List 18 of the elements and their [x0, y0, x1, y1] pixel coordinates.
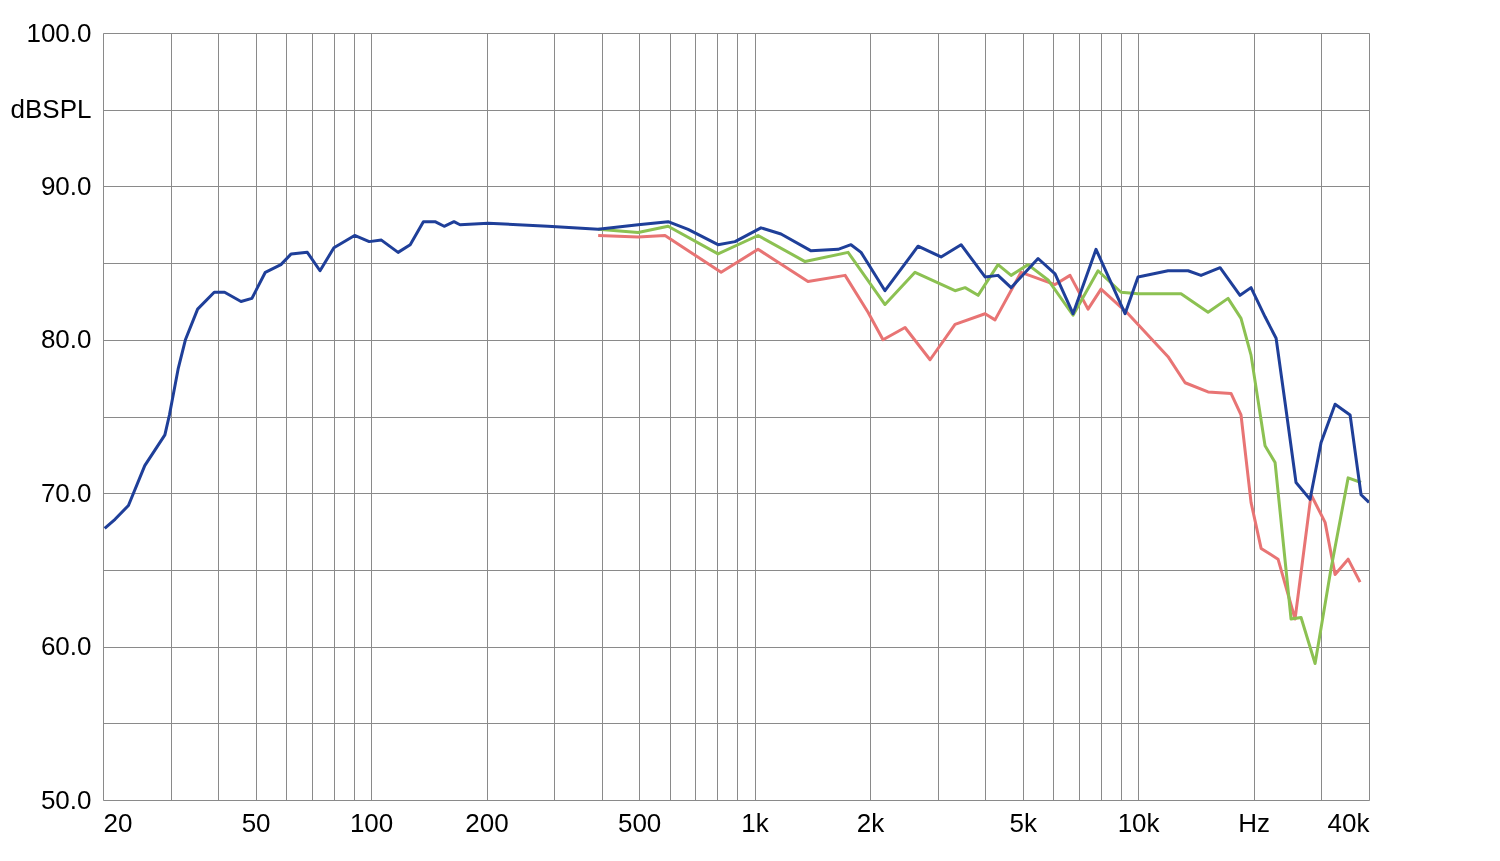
y-tick-label: dBSPL [10, 94, 92, 125]
x-tick-label: Hz [1238, 807, 1270, 838]
x-tick-label: 5k [1009, 807, 1038, 838]
y-tick-label: 50.0 [40, 784, 92, 815]
x-tick-label: 500 [617, 807, 662, 838]
y-tick-label: 100.0 [26, 17, 92, 48]
y-tick-label: 60.0 [40, 631, 92, 662]
y-tick-label: 70.0 [40, 477, 92, 508]
x-tick-label: 100 [349, 807, 394, 838]
x-tick-label: 2k [856, 807, 886, 838]
x-tick-label: 200 [465, 807, 509, 838]
x-tick-label: 1k [741, 807, 770, 838]
x-tick-label: 50 [241, 807, 271, 838]
x-tick-label: 40k [1327, 807, 1371, 838]
y-tick-label: 80.0 [40, 324, 92, 355]
x-tick-label: 20 [103, 807, 133, 838]
x-tick-label: 10k [1117, 807, 1161, 838]
y-tick-label: 90.0 [40, 170, 92, 201]
